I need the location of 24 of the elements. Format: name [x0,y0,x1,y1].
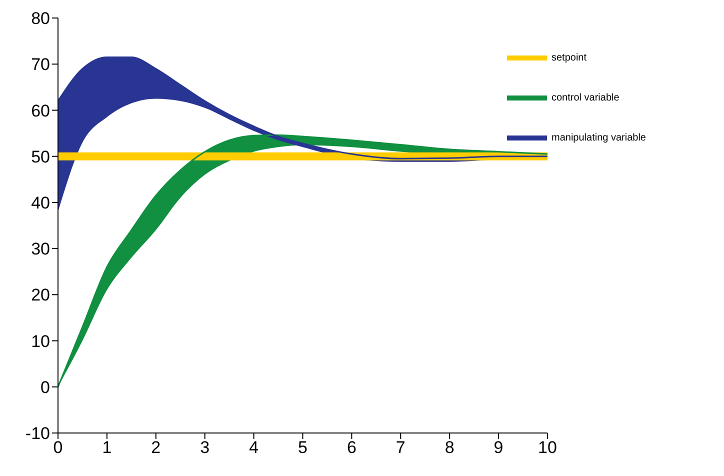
y-tick-label: 10 [31,332,50,351]
y-tick-label: 50 [31,147,50,166]
legend-label: setpoint [551,52,587,64]
x-tick-label: 8 [444,438,454,458]
x-tick-label: 1 [102,438,112,458]
y-tick-label: 30 [31,240,50,259]
y-tick-label: 70 [31,55,50,74]
x-tick-label: 9 [494,438,504,458]
y-tick-label: 0 [40,378,50,397]
x-tick-label: 7 [396,438,406,458]
x-tick-label: 0 [53,438,63,458]
y-tick-label: 80 [31,9,50,28]
x-tick-label: 2 [151,438,161,458]
y-tick-label: 20 [31,286,50,305]
y-tick-label: 40 [31,193,50,212]
x-tick-label: 10 [538,438,557,458]
x-tick-label: 3 [200,438,210,458]
y-tick-label: -10 [25,424,50,444]
x-tick-label: 6 [346,438,356,458]
y-tick-label: 60 [31,101,50,120]
legend-label: manipulating variable [551,132,646,144]
x-tick-label: 5 [298,438,308,458]
x-tick-label: 4 [249,438,259,458]
legend-label: control variable [551,92,620,104]
